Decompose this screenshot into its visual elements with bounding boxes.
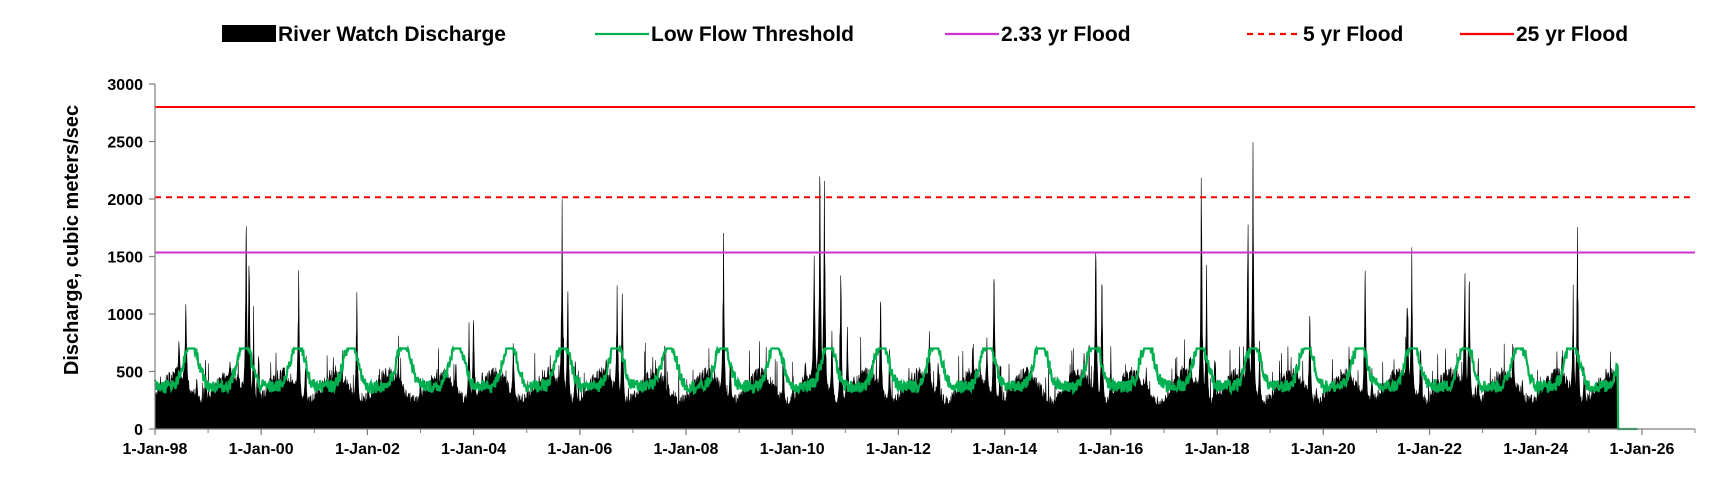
legend-label: 2.33 yr Flood xyxy=(1001,23,1131,46)
y-tick-label: 1000 xyxy=(107,307,143,324)
x-tick-label: 1-Jan-04 xyxy=(441,441,506,458)
plot-area xyxy=(153,106,1695,431)
low-flow-threshold-line xyxy=(153,344,1638,431)
x-tick-label: 1-Jan-12 xyxy=(866,441,931,458)
x-tick-label: 1-Jan-98 xyxy=(123,441,188,458)
legend-label: Low Flow Threshold xyxy=(651,23,854,46)
x-tick-label: 1-Jan-08 xyxy=(654,441,719,458)
y-axis-title: Discharge, cubic meters/sec xyxy=(61,105,83,375)
y-tick-label: 2500 xyxy=(107,135,143,152)
legend-item: Low Flow Threshold xyxy=(595,23,854,46)
legend-item: 5 yr Flood xyxy=(1247,23,1403,46)
x-tick-label: 1-Jan-02 xyxy=(335,441,400,458)
y-tick-label: 500 xyxy=(116,365,143,382)
legend: River Watch Discharge Low Flow Threshold 2… xyxy=(222,23,1628,46)
legend-item: 2.33 yr Flood xyxy=(945,23,1131,46)
legend-item: 25 yr Flood xyxy=(1460,23,1628,46)
y-tick-label: 0 xyxy=(134,422,143,439)
x-tick-label: 1-Jan-16 xyxy=(1078,441,1143,458)
x-tick-label: 1-Jan-10 xyxy=(760,441,825,458)
legend-swatch-area xyxy=(222,25,276,42)
x-tick-label: 1-Jan-18 xyxy=(1185,441,1250,458)
y-axis: 0 500 1000 1500 2000 2500 3000 xyxy=(107,77,156,439)
legend-label: 5 yr Flood xyxy=(1303,23,1403,46)
legend-item: River Watch Discharge xyxy=(222,23,506,46)
x-tick-label: 1-Jan-26 xyxy=(1609,441,1674,458)
x-tick-label: 1-Jan-20 xyxy=(1291,441,1356,458)
x-axis: 1-Jan-98 1-Jan-00 1-Jan-02 1-Jan-04 1-Jan-06… xyxy=(123,428,1696,458)
legend-label: River Watch Discharge xyxy=(278,23,506,46)
y-tick-label: 2000 xyxy=(107,192,143,209)
y-tick-label: 3000 xyxy=(107,77,143,94)
y-tick-label: 1500 xyxy=(107,250,143,267)
x-tick-label: 1-Jan-06 xyxy=(547,441,612,458)
x-tick-label: 1-Jan-14 xyxy=(972,441,1037,458)
x-tick-label: 1-Jan-00 xyxy=(229,441,294,458)
x-tick-label: 1-Jan-22 xyxy=(1397,441,1462,458)
legend-label: 25 yr Flood xyxy=(1516,23,1628,46)
x-tick-label: 1-Jan-24 xyxy=(1503,441,1568,458)
